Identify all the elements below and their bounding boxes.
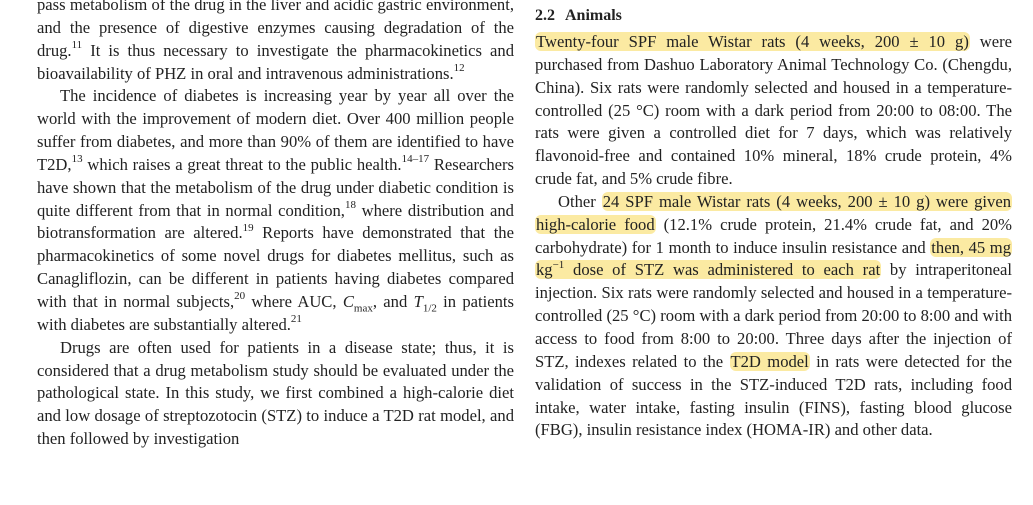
highlight: Twenty-four SPF male Wistar rats (4 week…	[535, 32, 970, 51]
citation: 11	[71, 39, 83, 52]
text-span: by intraperitoneal injection. Six rats w…	[535, 260, 1012, 371]
citation: 14–17	[401, 153, 430, 166]
paragraph-study-design: Drugs are often used for patients in a d…	[37, 337, 514, 449]
unit-exponent: −1	[552, 258, 565, 271]
text-span: Other	[558, 191, 602, 211]
text-span: , and	[372, 291, 414, 311]
text-span: It is thus necessary to investigate the …	[37, 40, 514, 83]
text-span: then, 45 mg kg	[536, 237, 1012, 280]
paragraph-animals-2: Other 24 SPF male Wistar rats (4 weeks, …	[535, 191, 1013, 442]
text-span: The incidence of diabetes is increasing …	[37, 86, 514, 174]
text-span: Reports have demonstrated that the pharm…	[37, 223, 514, 311]
citation: 18	[344, 199, 356, 212]
cmax-subscript: max	[353, 302, 373, 315]
text-span: in patients with diabetes are substantia…	[37, 291, 514, 334]
left-column: pass metabolism of the drug in the liver…	[37, 0, 514, 451]
paragraph-animals-1: Twenty-four SPF male Wistar rats (4 week…	[535, 31, 1012, 191]
right-column: 2.2 Animals Twenty-four SPF male Wistar r…	[535, 0, 1013, 442]
paragraph-diabetes: The incidence of diabetes is increasing …	[37, 85, 514, 336]
section-title: Animals	[565, 7, 622, 24]
text-span: in rats were detected for the validation…	[535, 351, 1012, 440]
paragraph-intro-end: pass metabolism of the drug in the liver…	[37, 0, 514, 85]
citation: 21	[290, 313, 302, 326]
cmax-symbol: C	[342, 291, 354, 311]
t-half-symbol: T	[413, 291, 423, 311]
text-span: Researchers have shown that the metaboli…	[37, 154, 514, 220]
text-span: where distribution and biotransformation…	[37, 200, 514, 243]
t-half-subscript: 1/2	[422, 302, 437, 315]
text-span: which raises a great threat to the publi…	[82, 154, 402, 174]
section-number: 2.2	[535, 7, 555, 24]
text-span: (12.1% crude protein, 21.4% crude fat, a…	[535, 214, 1013, 257]
citation: 13	[71, 153, 83, 166]
section-heading: 2.2 Animals	[535, 0, 1012, 31]
citation: 19	[242, 221, 254, 234]
text-span: pass metabolism of the drug in the liver…	[37, 0, 514, 60]
text-span: where AUC,	[245, 291, 343, 311]
citation: 12	[453, 62, 465, 74]
highlight: T2D model	[729, 351, 810, 371]
text-span: were purchased from Dashuo Laboratory An…	[535, 32, 1012, 189]
text-span: dose of STZ was administered to each rat	[564, 260, 881, 280]
citation: 20	[234, 290, 246, 303]
